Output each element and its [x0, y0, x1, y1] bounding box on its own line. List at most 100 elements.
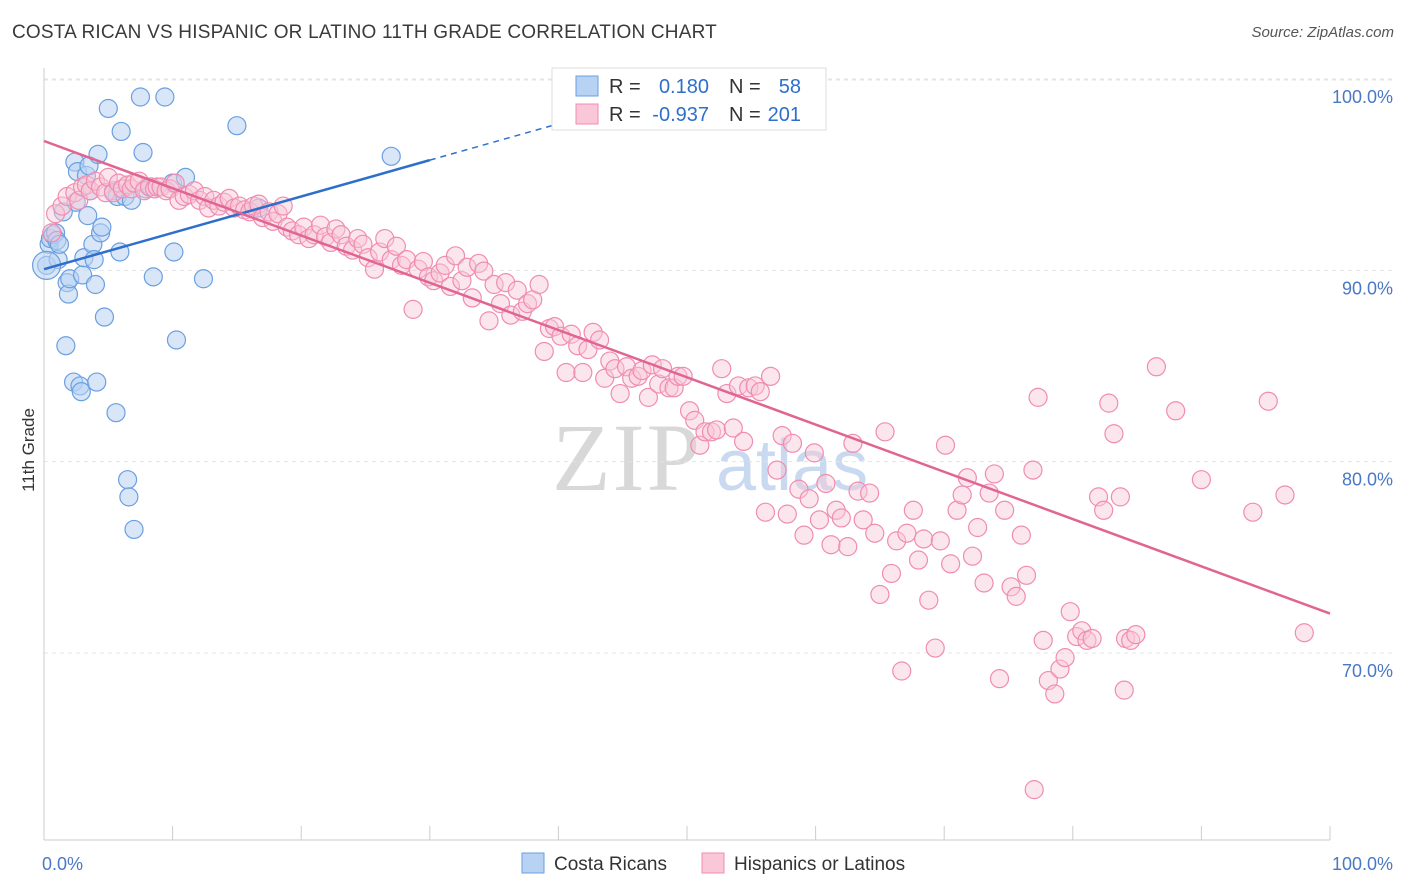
stats-n-label-costa-ricans: N = — [729, 76, 761, 98]
hispanic-point-209 — [1275, 485, 1295, 505]
hispanic-point-2 — [52, 196, 72, 216]
hispanic-point-180 — [984, 464, 1004, 484]
stats-swatch-hispanics — [575, 103, 599, 125]
hispanic-point-0 — [42, 223, 62, 243]
hispanic-point-147 — [804, 443, 824, 463]
costa-rican-point-33 — [98, 98, 118, 119]
watermark-atlas: atlas — [716, 426, 868, 506]
costa-rican-point-55 — [227, 116, 247, 136]
hispanic-point-166 — [908, 550, 929, 570]
costa-rican-point-31 — [92, 217, 112, 237]
stats-n-value-hispanics: 201 — [768, 104, 801, 126]
costa-rican-point-18 — [71, 382, 91, 402]
hispanic-point-167 — [914, 529, 934, 549]
stats-r-value-costa-ricans: 0.180 — [659, 76, 709, 98]
hispanic-point-138 — [755, 502, 776, 522]
costa-rican-point-44 — [130, 87, 151, 107]
hispanic-point-179 — [979, 483, 999, 503]
costa-rican-point-35 — [106, 403, 126, 423]
hispanic-point-198 — [1082, 628, 1102, 649]
hispanic-point-56 — [310, 215, 331, 235]
hispanic-point-207 — [1024, 780, 1044, 800]
costa-rican-point-41 — [119, 487, 139, 507]
hispanic-point-194 — [1060, 602, 1080, 622]
hispanic-point-183 — [1001, 577, 1021, 597]
costa-rican-point-54 — [193, 269, 214, 289]
x-tick-label-min: 0.0% — [42, 854, 83, 874]
hispanic-point-211 — [1243, 502, 1263, 522]
hispanic-point-152 — [831, 508, 851, 528]
trend-line-costa-ricans — [43, 158, 431, 271]
hispanic-point-87 — [479, 311, 499, 331]
hispanic-point-189 — [1033, 630, 1053, 650]
costa-rican-point-22 — [78, 206, 98, 226]
hispanic-point-215 — [1114, 680, 1134, 700]
costa-rican-point-57 — [381, 146, 401, 166]
hispanic-point-205 — [1121, 630, 1141, 650]
hispanic-point-156 — [853, 510, 873, 530]
hispanic-point-195 — [1067, 626, 1087, 647]
hispanic-point-68 — [375, 228, 395, 249]
stats-r-label-costa-ricans: R = — [609, 76, 641, 98]
trend-lines — [43, 123, 1331, 615]
hispanic-point-75 — [413, 251, 433, 272]
watermark-zip: ZIP — [552, 404, 702, 511]
hispanic-point-203 — [1110, 487, 1130, 507]
hispanic-point-192 — [1050, 659, 1070, 679]
hispanic-point-92 — [507, 280, 527, 300]
bottom-legend: Costa Ricans Hispanics or Latinos — [521, 852, 905, 875]
costa-rican-point-52 — [166, 330, 187, 350]
hispanic-point-130 — [712, 359, 732, 379]
hispanic-point-136 — [745, 376, 765, 396]
hispanic-point-181 — [989, 669, 1010, 689]
hispanic-point-124 — [679, 401, 700, 421]
hispanic-point-8 — [80, 181, 100, 201]
hispanic-point-97 — [534, 341, 554, 362]
hispanic-point-12 — [98, 167, 118, 187]
hispanic-point-159 — [870, 584, 890, 605]
hispanic-point-63 — [348, 228, 368, 249]
costa-rican-point-51 — [164, 242, 184, 262]
stats-r-label-hispanics: R = — [609, 104, 641, 126]
hispanic-point-186 — [1016, 565, 1037, 585]
costa-rican-point-7 — [49, 234, 70, 254]
trend-line-costa-ricans-extension — [429, 123, 559, 161]
y-tick-labels: 100.0% 90.0% 80.0% 70.0% — [1332, 87, 1393, 681]
stats-n-value-costa-ricans: 58 — [779, 76, 801, 98]
hispanic-point-145 — [794, 525, 814, 545]
stats-r-value-hispanics: -0.937 — [652, 104, 709, 126]
hispanic-point-129 — [706, 420, 727, 440]
hispanic-point-173 — [947, 500, 967, 520]
hispanic-point-169 — [925, 638, 945, 658]
hispanic-point-208 — [1294, 623, 1314, 643]
costa-rican-point-32 — [94, 307, 115, 327]
hispanic-point-137 — [750, 382, 770, 402]
series-costa-ricans-points — [31, 87, 401, 540]
legend-swatch-hispanics — [701, 852, 725, 874]
hispanic-point-132 — [723, 418, 743, 438]
hispanic-point-70 — [386, 236, 406, 256]
hispanic-point-96 — [529, 274, 549, 295]
hispanic-point-90 — [496, 272, 516, 293]
hispanic-point-73 — [403, 299, 423, 319]
hispanic-point-86 — [474, 261, 494, 281]
hispanic-point-142 — [777, 504, 797, 524]
costa-rican-point-48 — [143, 267, 163, 287]
hispanic-point-38 — [219, 188, 239, 209]
hispanic-point-193 — [1055, 648, 1075, 668]
hispanic-point-157 — [860, 483, 880, 503]
costa-rican-point-45 — [133, 142, 153, 163]
stats-legend: R = 0.180 N = 58 R = -0.937 N = 201 — [551, 67, 827, 131]
hispanic-point-1 — [45, 204, 66, 224]
hispanic-point-201 — [1099, 393, 1119, 413]
hispanic-point-210 — [1258, 391, 1278, 411]
hispanic-point-188 — [1028, 387, 1048, 407]
hispanic-point-140 — [767, 460, 787, 480]
stats-swatch-costa-ricans — [575, 75, 599, 97]
y-tick-label-2: 80.0% — [1342, 470, 1393, 490]
trend-line-hispanics — [43, 139, 1331, 615]
legend-label-hispanics: Hispanics or Latinos — [734, 854, 905, 875]
hispanic-point-182 — [995, 500, 1015, 520]
costa-rican-point-49 — [155, 87, 175, 107]
